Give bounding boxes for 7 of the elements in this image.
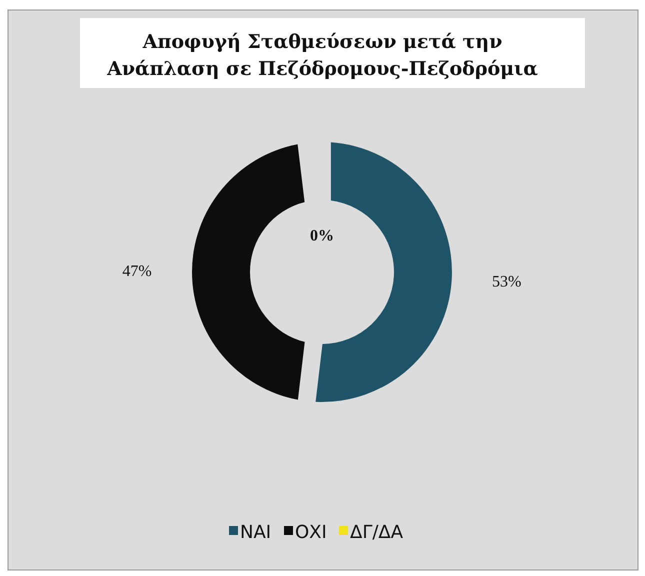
legend-label: ΝΑΙ xyxy=(240,522,272,543)
chart-title: Αποφυγή Σταθμεύσεων μετά την Ανάπλαση σε Πεζόδρομους-Πεζοδρόμια xyxy=(106,31,538,80)
data-label: 47% xyxy=(122,262,152,280)
data-label: 53% xyxy=(492,274,522,291)
legend-label: ΟΧΙ xyxy=(295,522,327,543)
legend-label: ΔΓ/ΔΑ xyxy=(350,522,404,543)
text: 0% xyxy=(310,228,334,245)
